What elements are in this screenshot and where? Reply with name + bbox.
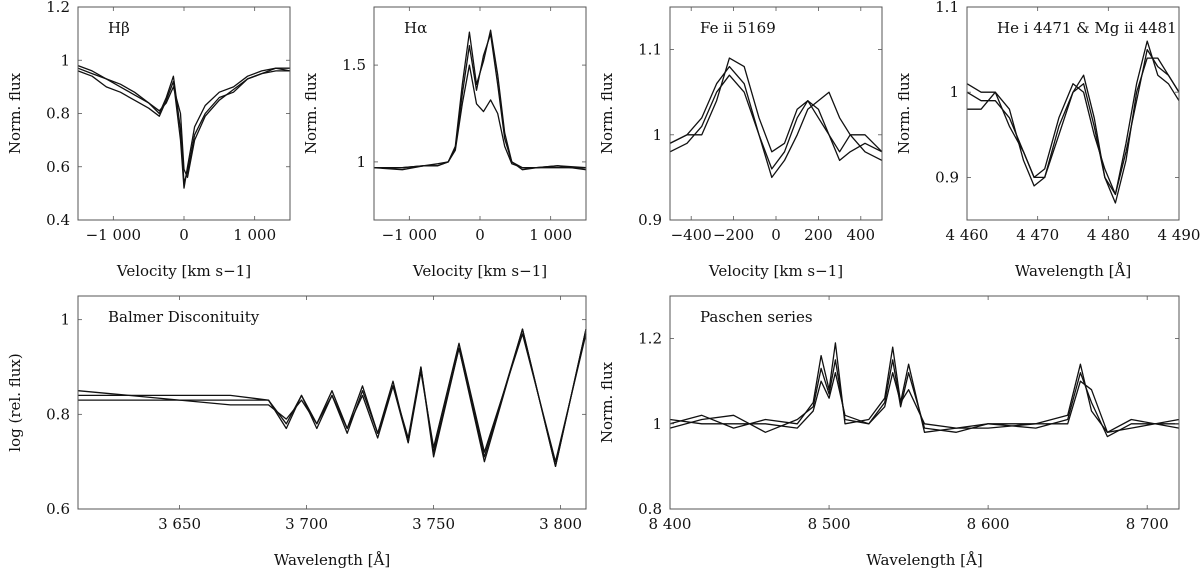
hbeta-series-3	[77, 64, 290, 179]
hbeta-ytick-label: 0.4	[46, 211, 70, 229]
fe2-series-1	[669, 65, 883, 170]
hemg-xtick-label: 4 480	[1087, 226, 1130, 244]
hemg-ytick-label: 1.1	[935, 0, 959, 16]
fe2-xtick-label: 0	[771, 226, 781, 244]
balmer-frame	[77, 295, 587, 510]
paschen-series-2	[669, 359, 1179, 438]
paschen-xlabel: Wavelength [Å]	[866, 551, 982, 569]
panel-fe2: −400 −200 0 200 400 0.9 1 1.1 Velocity [km s−1] N…	[598, 6, 883, 280]
hbeta-ytick-label: 1.2	[46, 0, 70, 16]
halpha-series-1	[374, 29, 587, 169]
paschen-xtick-label: 8 600	[967, 515, 1010, 533]
balmer-xtick-label: 3 800	[539, 515, 582, 533]
paschen-xtick-label: 8 700	[1126, 515, 1169, 533]
hemg-series-3	[966, 40, 1180, 196]
balmer-series-1	[77, 328, 587, 468]
hemg-series-2	[967, 57, 1180, 204]
fe2-ylabel: Norm. flux	[598, 72, 616, 154]
hbeta-ytick-label: 0.8	[46, 105, 70, 123]
hbeta-title: Hβ	[108, 19, 130, 37]
paschen-xtick-label: 8 500	[808, 515, 851, 533]
hbeta-xtick-label: 1 000	[233, 226, 276, 244]
fe2-title: Fe ii 5169	[700, 19, 776, 37]
fe2-xlabel: Velocity [km s−1]	[708, 262, 843, 280]
hbeta-xlabel: Velocity [km s−1]	[116, 262, 251, 280]
halpha-series-3	[374, 64, 586, 169]
hbeta-ytick-label: 0.6	[46, 158, 70, 176]
halpha-xtick-label: −1 000	[382, 226, 438, 244]
hemg-ylabel: Norm. flux	[895, 72, 913, 154]
balmer-title: Balmer Disconituity	[108, 308, 260, 326]
panel-paschen: 8 400 8 500 8 600 8 700 0.8 1 1.2 Wavelength [Å…	[598, 295, 1180, 569]
balmer-ytick-label: 0.6	[46, 500, 70, 518]
halpha-ylabel: Norm. flux	[302, 72, 320, 154]
hemg-frame	[966, 6, 1180, 221]
halpha-xtick-label: 0	[475, 226, 485, 244]
hbeta-xtick-label: 0	[179, 226, 189, 244]
balmer-xlabel: Wavelength [Å]	[274, 551, 390, 569]
fe2-series-2	[669, 74, 883, 179]
hemg-xtick-label: 4 460	[946, 226, 989, 244]
balmer-ytick-label: 1	[60, 311, 70, 329]
fe2-frame	[669, 6, 883, 221]
halpha-ytick-label: 1.5	[342, 56, 366, 74]
hemg-series-1	[966, 48, 1180, 196]
halpha-series-2	[373, 33, 587, 171]
paschen-ylabel: Norm. flux	[598, 361, 616, 443]
panel-hbeta: −1 000 0 1 000 0.4 0.6 0.8 1 1.2 Velocity [km s−…	[6, 0, 291, 280]
paschen-series-3	[669, 372, 1180, 433]
fe2-xtick-label: −400	[671, 226, 712, 244]
balmer-xtick-label: 3 650	[158, 515, 201, 533]
fe2-ytick-label: 0.9	[638, 211, 662, 229]
fe2-series-3	[669, 57, 883, 153]
balmer-xtick-label: 3 700	[285, 515, 328, 533]
paschen-frame	[669, 295, 1180, 510]
balmer-series-2	[78, 333, 587, 463]
hbeta-ytick-label: 1	[60, 51, 70, 69]
hemg-ytick-label: 1	[949, 83, 959, 101]
halpha-frame	[373, 6, 587, 221]
hemg-xtick-label: 4 470	[1016, 226, 1059, 244]
fe2-ytick-label: 1	[652, 126, 662, 144]
halpha-xlabel: Velocity [km s−1]	[412, 262, 547, 280]
hbeta-xtick-label: −1 000	[86, 226, 142, 244]
panel-hemg: 4 460 4 470 4 480 4 490 0.9 1 1.1 Wavelength [Å…	[895, 0, 1200, 280]
hemg-ytick-label: 0.9	[935, 168, 959, 186]
paschen-ytick-label: 1	[652, 415, 662, 433]
balmer-series-3	[78, 328, 587, 468]
fe2-xtick-label: 200	[804, 226, 833, 244]
balmer-ylabel: log (rel. flux)	[6, 353, 24, 451]
fe2-xtick-label: 400	[846, 226, 875, 244]
hemg-title: He i 4471 & Mg ii 4481	[997, 19, 1177, 37]
paschen-title: Paschen series	[700, 308, 813, 326]
paschen-series-1	[669, 342, 1180, 433]
hbeta-ylabel: Norm. flux	[6, 72, 24, 154]
hemg-xlabel: Wavelength [Å]	[1015, 262, 1131, 280]
panel-balmer: 3 650 3 700 3 750 3 800 0.6 0.8 1 Wavelength [Å…	[6, 295, 587, 569]
balmer-xtick-label: 3 750	[412, 515, 455, 533]
fe2-xtick-label: −200	[713, 226, 754, 244]
halpha-title: Hα	[404, 19, 427, 37]
halpha-ytick-label: 1	[356, 153, 366, 171]
fe2-ytick-label: 1.1	[638, 41, 662, 59]
halpha-xtick-label: 1 000	[529, 226, 572, 244]
panel-halpha: −1 000 0 1 000 1 1.5 Velocity [km s−1] Norm. f…	[302, 6, 587, 280]
balmer-ytick-label: 0.8	[46, 405, 70, 423]
hemg-xtick-label: 4 490	[1158, 226, 1200, 244]
paschen-ytick-label: 1.2	[638, 330, 662, 348]
paschen-ytick-label: 0.8	[638, 500, 662, 518]
paschen-xtick-label: 8 400	[649, 515, 692, 533]
hbeta-series-2	[77, 67, 291, 189]
